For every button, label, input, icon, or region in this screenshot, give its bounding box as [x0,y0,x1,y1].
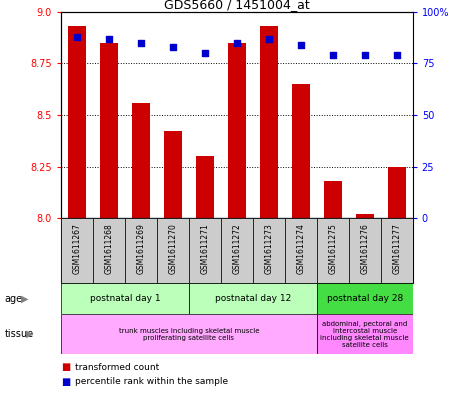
Text: tissue: tissue [5,329,34,339]
Text: GSM1611268: GSM1611268 [105,223,113,274]
Text: GSM1611270: GSM1611270 [168,223,177,274]
Bar [388,167,406,218]
Bar [61,314,317,354]
Point [169,44,177,50]
Text: GSM1611267: GSM1611267 [72,223,82,274]
Bar [317,314,413,354]
Bar [125,218,157,283]
Bar [164,132,182,218]
Text: trunk muscles including skeletal muscle
proliferating satellite cells: trunk muscles including skeletal muscle … [119,327,259,341]
Bar [221,218,253,283]
Bar [132,103,150,218]
Text: GSM1611271: GSM1611271 [200,223,209,274]
Bar [292,84,310,218]
Bar [317,218,349,283]
Point [105,35,113,42]
Point [73,33,81,40]
Text: postnatal day 28: postnatal day 28 [326,294,403,303]
Bar [324,181,341,218]
Bar [61,218,93,283]
Point [393,52,401,58]
Bar [356,214,373,218]
Point [201,50,209,56]
Bar [253,218,285,283]
Text: abdominal, pectoral and
intercostal muscle
including skeletal muscle
satellite c: abdominal, pectoral and intercostal musc… [320,321,409,347]
Text: ■: ■ [61,362,70,373]
Bar [61,283,189,314]
Bar [68,26,86,218]
Text: GSM1611273: GSM1611273 [265,223,273,274]
Point [233,40,241,46]
Bar [189,218,221,283]
Bar [349,218,381,283]
Text: percentile rank within the sample: percentile rank within the sample [75,378,228,386]
Text: GSM1611275: GSM1611275 [328,223,337,274]
Bar [317,283,413,314]
Bar [189,283,317,314]
Text: ▶: ▶ [21,294,29,304]
Title: GDS5660 / 1451004_at: GDS5660 / 1451004_at [164,0,310,11]
Point [137,40,144,46]
Bar [260,26,278,218]
Text: ▶: ▶ [26,329,33,339]
Point [361,52,369,58]
Bar [228,43,246,218]
Bar [196,156,214,218]
Text: GSM1611272: GSM1611272 [232,223,242,274]
Text: GSM1611276: GSM1611276 [360,223,369,274]
Text: GSM1611274: GSM1611274 [296,223,305,274]
Bar [93,218,125,283]
Point [297,42,304,48]
Bar [285,218,317,283]
Point [265,35,272,42]
Text: age: age [5,294,23,304]
Text: GSM1611277: GSM1611277 [392,223,401,274]
Bar [100,43,118,218]
Bar [157,218,189,283]
Point [329,52,337,58]
Text: GSM1611269: GSM1611269 [136,223,145,274]
Text: postnatal day 12: postnatal day 12 [215,294,291,303]
Text: transformed count: transformed count [75,363,159,372]
Text: postnatal day 1: postnatal day 1 [90,294,160,303]
Text: ■: ■ [61,377,70,387]
Bar [381,218,413,283]
